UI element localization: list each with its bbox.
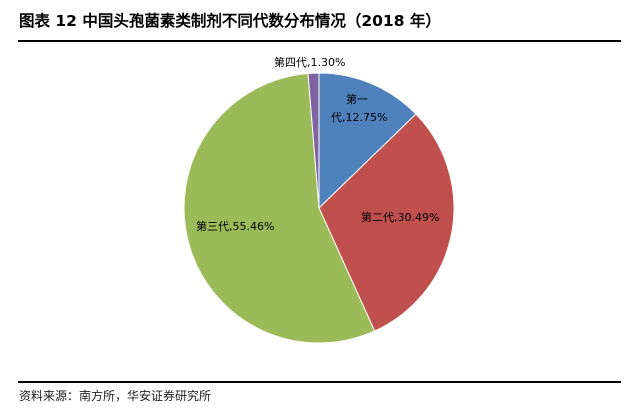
- slice-label-2: 第二代,30.49%: [361, 210, 439, 224]
- pie-slice-4: [307, 72, 320, 209]
- pie-slice-1: [318, 72, 417, 210]
- pie-slice-2: [318, 113, 455, 332]
- pie-slice-3: [183, 72, 376, 344]
- slice-label-4: 第四代,1.30%: [274, 55, 345, 69]
- figure-title: 图表 12 中国头孢菌素类制剂不同代数分布情况（2018 年）: [19, 12, 441, 30]
- source-note: 资料来源：南方所，华安证券研究所: [19, 389, 212, 403]
- title-rule: [18, 40, 621, 42]
- slice-label-1: 第一: [346, 92, 368, 106]
- slice-label-3: 第三代,55.46%: [196, 219, 274, 233]
- slice-label-1: 代,12.75%: [331, 111, 387, 124]
- source-rule: [18, 381, 621, 383]
